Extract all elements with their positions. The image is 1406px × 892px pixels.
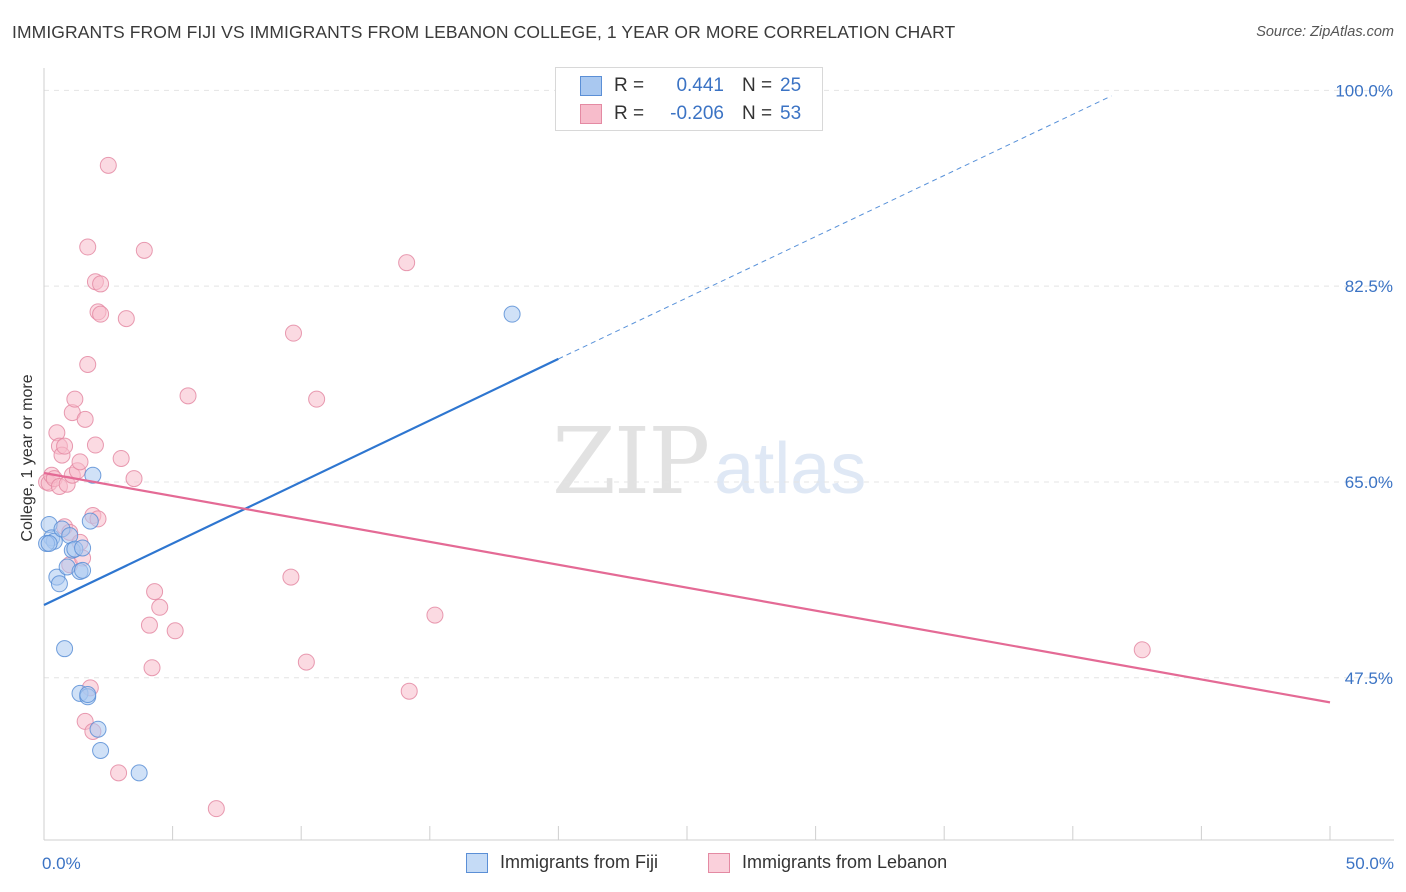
lebanon-point [117, 310, 135, 328]
lebanon-point [308, 390, 326, 408]
fiji-point [503, 305, 521, 323]
lebanon-point [112, 449, 130, 467]
fiji-point [81, 512, 99, 530]
fiji-point [74, 539, 92, 557]
y-tick-label: 100.0% [1335, 81, 1393, 100]
lebanon-point [207, 800, 225, 818]
fiji-trend-extension [558, 95, 1112, 360]
fiji-point [89, 720, 107, 738]
lebanon-point [79, 238, 97, 256]
lebanon-point [56, 437, 74, 455]
fiji-point [50, 575, 68, 593]
lebanon-point [71, 453, 89, 471]
fiji-point [92, 741, 110, 759]
legend-n-label: N = [742, 75, 773, 96]
lebanon-point [99, 156, 117, 174]
legend-swatch-lebanon [580, 104, 602, 124]
series-legend: Immigrants from Fiji Immigrants from Leb… [0, 852, 1406, 876]
lebanon-point [92, 305, 110, 323]
lebanon-trend-line [43, 471, 1331, 704]
lebanon-point [140, 616, 158, 634]
lebanon-point [86, 436, 104, 454]
series-label-lebanon: Immigrants from Lebanon [742, 852, 948, 872]
x-tick-label: 0.0% [42, 854, 81, 873]
legend-r-value: -0.206 [670, 103, 724, 124]
fiji-point [56, 640, 74, 658]
x-tick-label: 50.0% [1346, 854, 1394, 873]
lebanon-point [1133, 641, 1151, 659]
fiji-point [84, 466, 102, 484]
lebanon-point [66, 390, 84, 408]
legend-n-label: N = [742, 103, 773, 124]
legend-row-fiji: R = 0.441 N = 25 [580, 73, 801, 99]
lebanon-point [282, 568, 300, 586]
lebanon-point [166, 622, 184, 640]
series-legend-fiji: Immigrants from Fiji [466, 852, 658, 873]
lebanon-point [398, 254, 416, 272]
lebanon-point [135, 241, 153, 259]
y-tick-label: 47.5% [1345, 669, 1393, 688]
fiji-point [74, 561, 92, 579]
source-label: Source: ZipAtlas.com [1256, 24, 1394, 40]
fiji-point [40, 535, 58, 553]
legend-n-value: 25 [780, 75, 802, 96]
lebanon-point [400, 682, 418, 700]
chart-title: IMMIGRANTS FROM FIJI VS IMMIGRANTS FROM … [12, 22, 956, 42]
fiji-point [79, 686, 97, 704]
lebanon-point [146, 583, 164, 601]
legend-swatch-fiji [580, 76, 602, 96]
lebanon-point [179, 387, 197, 405]
legend-n-value: 53 [780, 103, 802, 124]
legend-r-value: 0.441 [676, 75, 724, 96]
lebanon-point [79, 355, 97, 373]
series-label-fiji: Immigrants from Fiji [500, 852, 659, 872]
y-tick-label: 65.0% [1345, 473, 1393, 492]
legend-r-label: R = [614, 75, 645, 96]
lebanon-point [151, 598, 169, 616]
correlation-legend: R = 0.441 N = 25 R = -0.206 N = 53 [555, 67, 823, 131]
lebanon-point [125, 470, 143, 488]
y-axis-label: College, 1 year or more [19, 374, 36, 542]
series-swatch-lebanon [708, 852, 730, 873]
lebanon-point [76, 410, 94, 428]
lebanon-point [143, 659, 161, 677]
lebanon-point [110, 764, 128, 782]
legend-r-label: R = [614, 103, 645, 124]
legend-row-lebanon: R = -0.206 N = 53 [580, 101, 801, 127]
lebanon-point [284, 324, 302, 342]
y-tick-label: 82.5% [1345, 277, 1393, 296]
series-swatch-fiji [466, 852, 488, 873]
fiji-trend-line [43, 357, 559, 607]
lebanon-point [297, 653, 315, 671]
lebanon-point [92, 275, 110, 293]
series-legend-lebanon: Immigrants from Lebanon [708, 852, 947, 873]
fiji-point [130, 764, 148, 782]
lebanon-point [426, 606, 444, 624]
